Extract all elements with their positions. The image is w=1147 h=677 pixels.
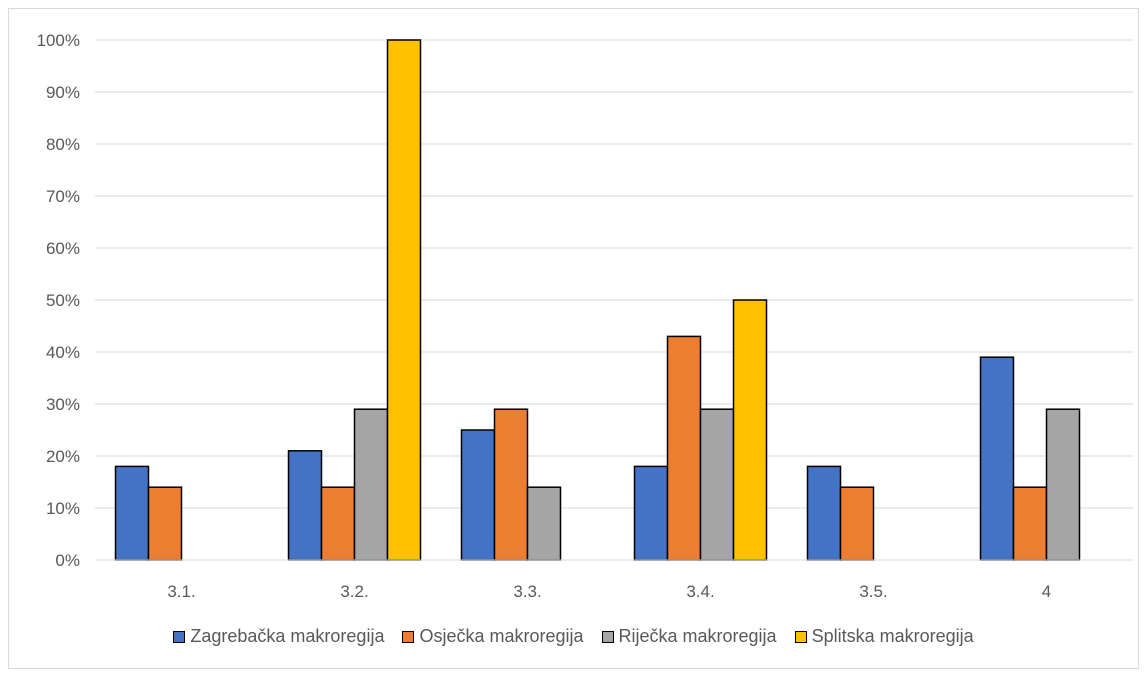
bar bbox=[320, 486, 356, 561]
x-tick-label: 3.2. bbox=[340, 582, 368, 601]
y-tick-label: 0% bbox=[55, 551, 80, 570]
y-tick-label: 70% bbox=[46, 187, 80, 206]
y-tick-label: 60% bbox=[46, 239, 80, 258]
bar bbox=[114, 465, 150, 561]
bar bbox=[386, 39, 422, 561]
x-tick-label: 3.3. bbox=[513, 582, 541, 601]
legend-item-rijecka: Riječka makroregija bbox=[601, 626, 777, 647]
legend-label: Splitska makroregija bbox=[811, 626, 974, 646]
legend-swatch bbox=[402, 630, 415, 643]
x-axis-ticks: 3.1. 3.2. 3.3. 3.4. 3.5. 4 bbox=[167, 582, 1051, 601]
gridlines bbox=[95, 39, 1133, 509]
bar bbox=[1045, 408, 1081, 561]
legend-item-osjecka: Osječka makroregija bbox=[402, 626, 584, 647]
bar bbox=[460, 429, 496, 561]
y-tick-label: 20% bbox=[46, 447, 80, 466]
y-tick-label: 80% bbox=[46, 135, 80, 154]
legend-swatch bbox=[173, 630, 186, 643]
x-tick-label: 4 bbox=[1042, 582, 1051, 601]
x-tick-label: 3.1. bbox=[167, 582, 195, 601]
bar bbox=[1012, 486, 1048, 561]
bar bbox=[979, 356, 1015, 561]
bar bbox=[732, 299, 768, 561]
bar bbox=[806, 465, 842, 561]
legend-label: Osječka makroregija bbox=[419, 626, 584, 646]
y-tick-label: 90% bbox=[46, 83, 80, 102]
bar bbox=[493, 408, 529, 561]
y-tick-label: 100% bbox=[37, 31, 80, 50]
chart-frame bbox=[8, 8, 1139, 669]
legend-swatch bbox=[794, 630, 807, 643]
y-tick-label: 10% bbox=[46, 499, 80, 518]
bar bbox=[666, 335, 702, 561]
bar bbox=[839, 486, 875, 561]
legend-item-zagrebacka: Zagrebačka makroregija bbox=[173, 626, 384, 647]
bar bbox=[353, 408, 389, 561]
y-tick-label: 40% bbox=[46, 343, 80, 362]
y-axis-ticks: 0% 10% 20% 30% 40% 50% 60% 70% 80% 90% 100% bbox=[37, 31, 80, 570]
bar bbox=[699, 408, 735, 561]
legend: Zagrebačka makroregija Osječka makroregi… bbox=[0, 626, 1147, 647]
legend-label: Zagrebačka makroregija bbox=[190, 626, 385, 646]
y-tick-label: 50% bbox=[46, 291, 80, 310]
y-tick-label: 30% bbox=[46, 395, 80, 414]
x-tick-label: 3.5. bbox=[859, 582, 887, 601]
bar bbox=[633, 465, 669, 561]
x-tick-label: 3.4. bbox=[686, 582, 714, 601]
bar bbox=[526, 486, 562, 561]
legend-item-splitska: Splitska makroregija bbox=[794, 626, 974, 647]
bar bbox=[287, 450, 323, 561]
legend-label: Riječka makroregija bbox=[618, 626, 777, 646]
bar bbox=[147, 486, 183, 561]
legend-swatch bbox=[601, 630, 614, 643]
